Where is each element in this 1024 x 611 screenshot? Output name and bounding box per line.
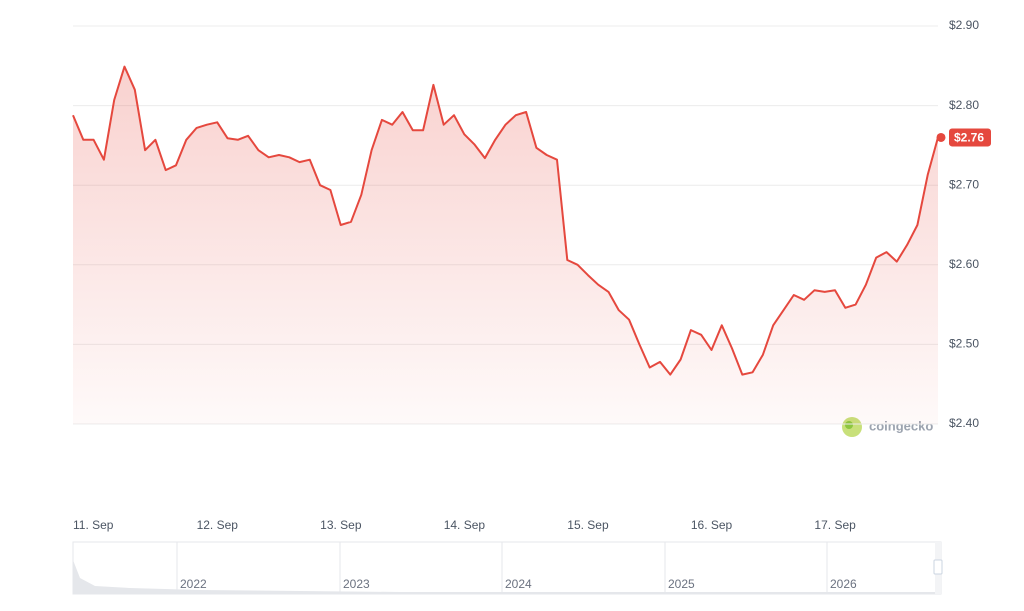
navigator-frame (72, 541, 942, 595)
x-tick-label: 11. Sep (73, 518, 114, 532)
navigator-label: 2023 (343, 577, 370, 591)
navigator-label: 2022 (180, 577, 207, 591)
x-tick-label: 17. Sep (814, 518, 856, 532)
y-tick-label: $2.60 (949, 257, 979, 271)
y-tick-label: $2.90 (949, 18, 979, 32)
last-price-marker (936, 132, 946, 142)
y-tick-label: $2.50 (949, 337, 979, 351)
y-tick-label: $2.70 (949, 177, 979, 191)
x-tick-label: 16. Sep (691, 518, 733, 532)
price-line (72, 65, 939, 376)
x-tick-label: 15. Sep (567, 518, 609, 532)
x-tick-label: 14. Sep (444, 518, 486, 532)
navigator: 2022 2023 2024 2025 2026 (72, 541, 943, 595)
navigator-label: 2024 (505, 577, 532, 591)
x-tick-label: 13. Sep (320, 518, 362, 532)
last-price-badge (949, 128, 991, 147)
area-fill (73, 66, 938, 424)
navigator-grip[interactable] (933, 559, 943, 575)
x-tick-label: 12. Sep (197, 518, 239, 532)
last-price-label: $2.76 (954, 131, 984, 145)
y-tick-label: $2.80 (949, 98, 979, 112)
navigator-label: 2025 (668, 577, 695, 591)
y-tick-label: $2.40 (949, 416, 979, 430)
navigator-area (73, 560, 940, 594)
navigator-label: 2026 (830, 577, 857, 591)
